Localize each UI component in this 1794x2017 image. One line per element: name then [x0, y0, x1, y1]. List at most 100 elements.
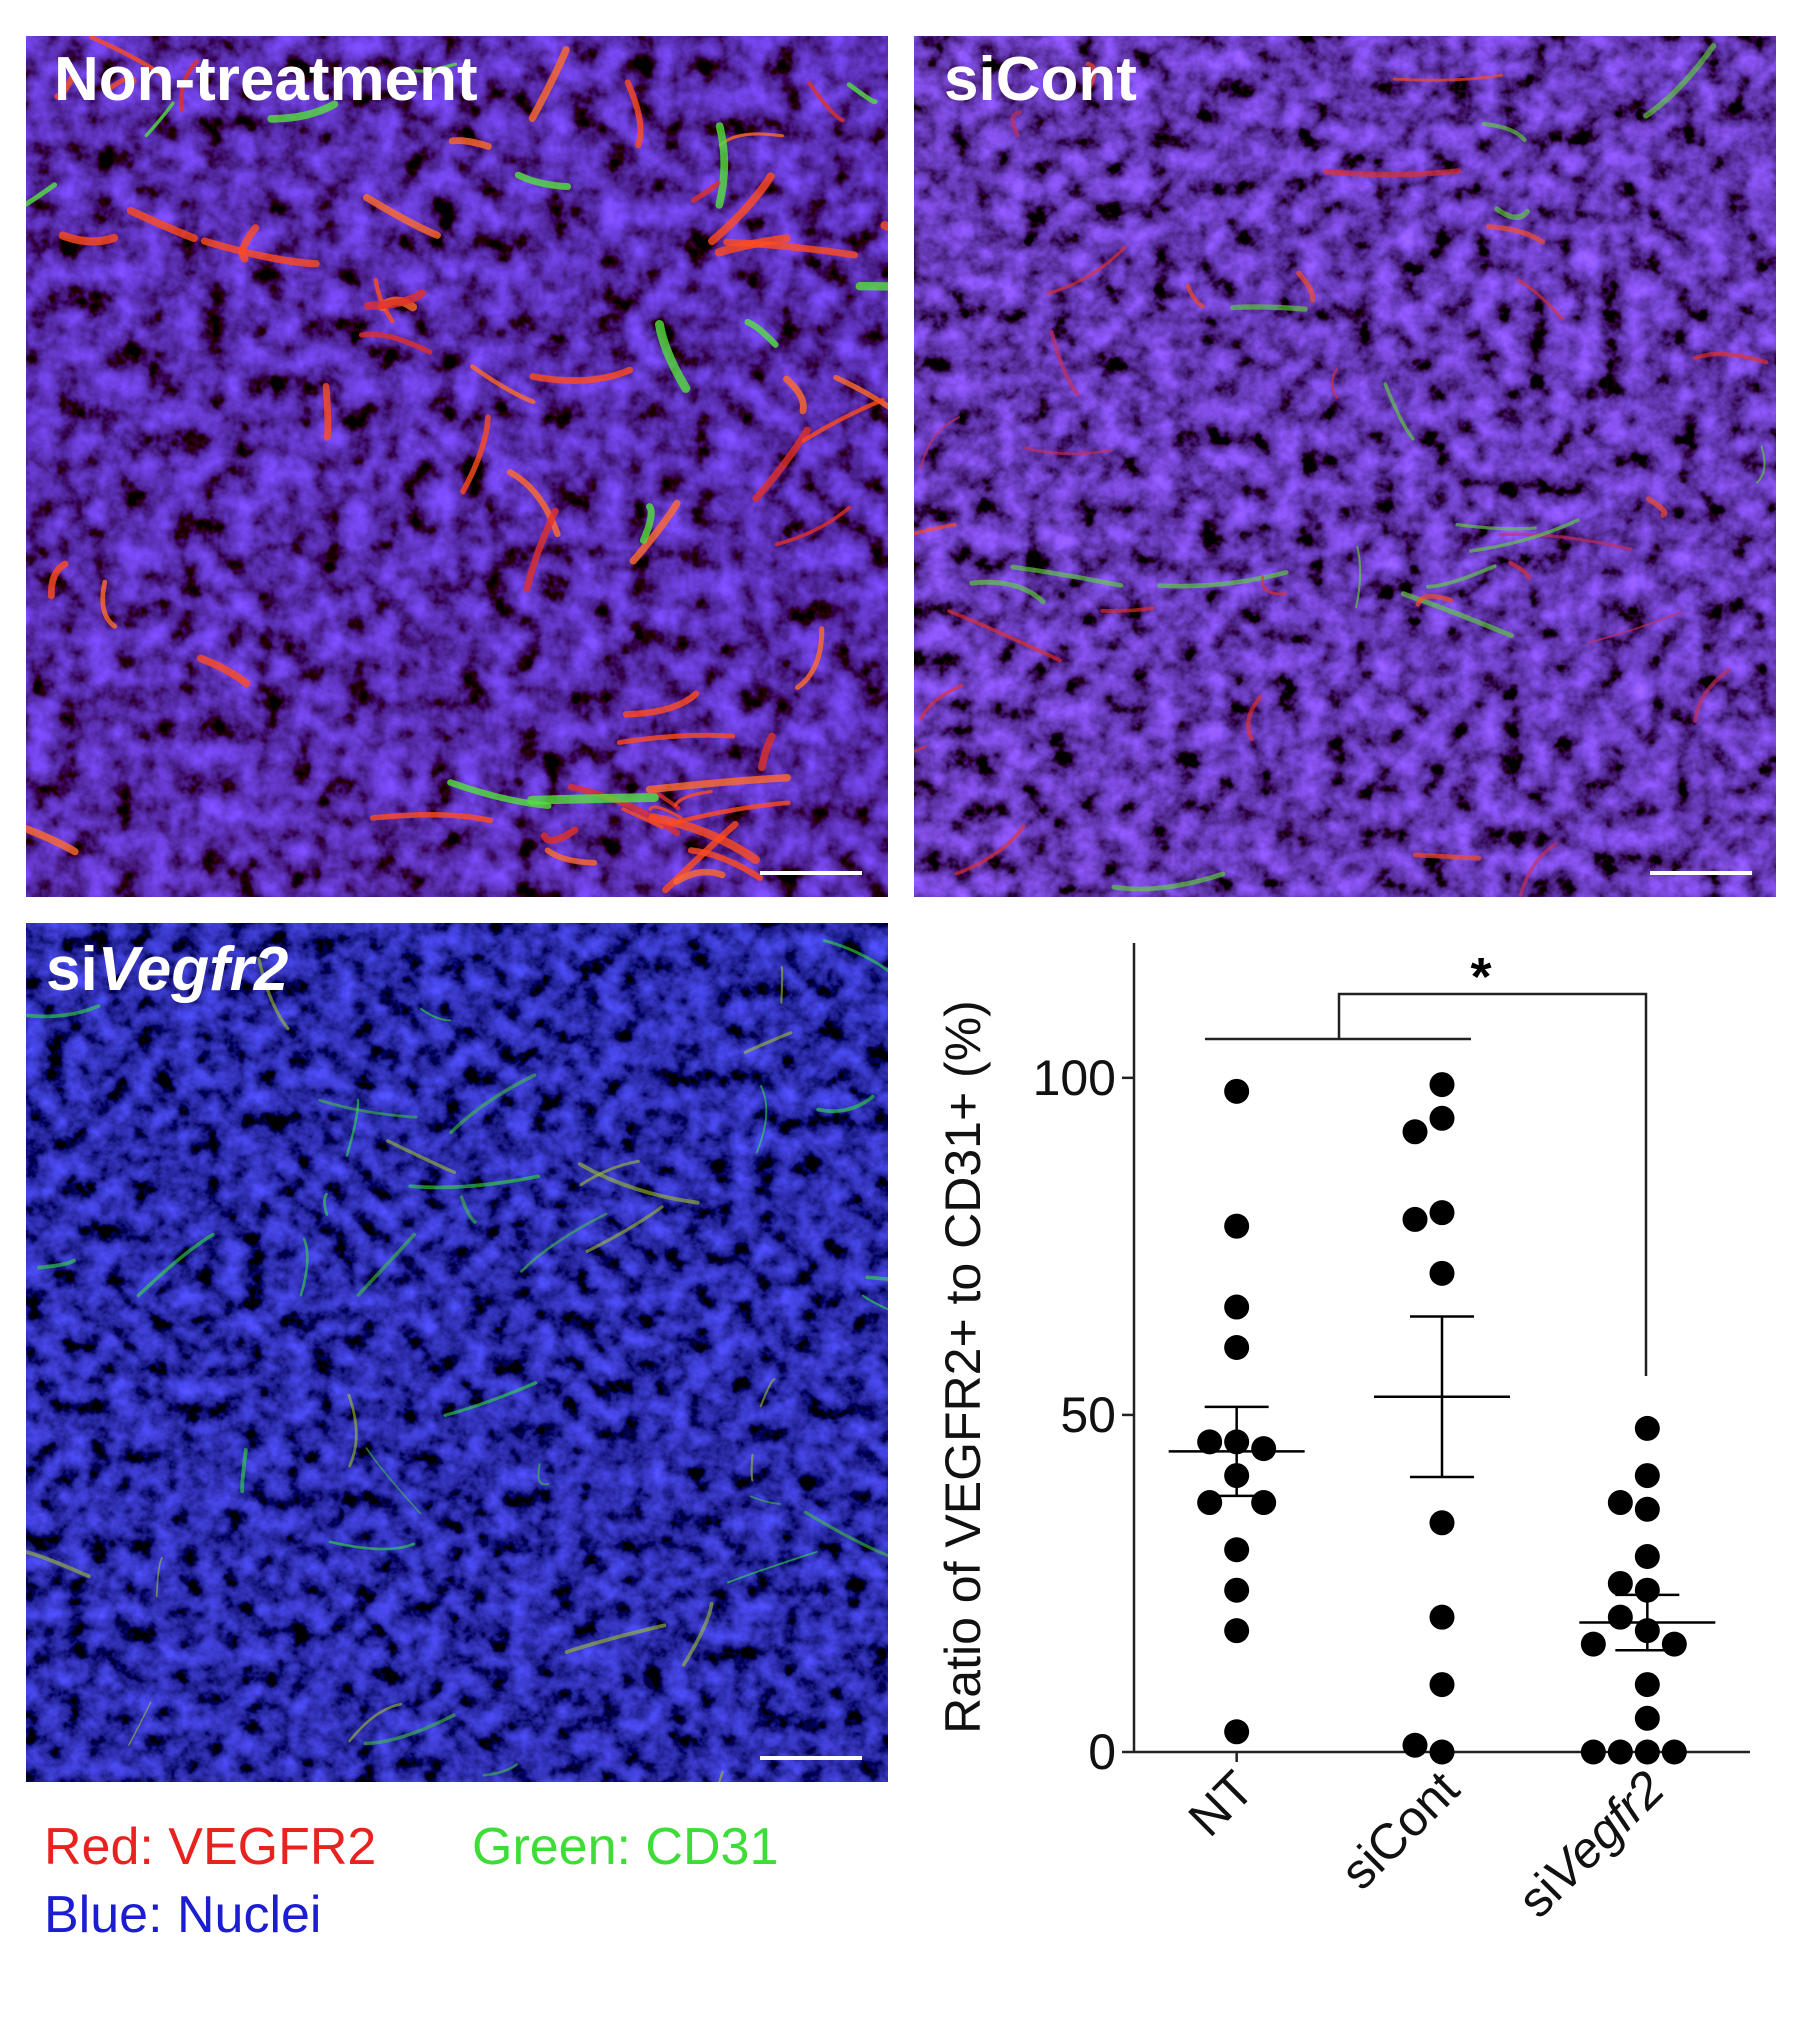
- vessel: [37, 1258, 76, 1270]
- data-point: [1251, 1490, 1277, 1516]
- vessel: [783, 375, 807, 415]
- vessel: [804, 1510, 888, 1558]
- vessel: [621, 807, 664, 830]
- data-point: [1607, 1739, 1633, 1765]
- vessel: [969, 579, 1046, 605]
- vessel: [1498, 532, 1633, 552]
- vessel: [1010, 564, 1124, 588]
- data-point: [1634, 1463, 1660, 1489]
- vessel: [520, 1212, 608, 1273]
- data-point: [1634, 1577, 1660, 1603]
- data-point: [1429, 1200, 1455, 1226]
- data-point: [1634, 1739, 1660, 1765]
- dot-plot: * Ratio of VEGFR2+ to CD31+ (%) 0 50 100 NT…: [935, 943, 1750, 1928]
- vessel: [240, 1448, 248, 1494]
- vessel: [529, 366, 634, 384]
- data-point: [1224, 1618, 1250, 1644]
- vessel: [846, 82, 878, 105]
- vessel: [448, 137, 492, 150]
- vessel: [365, 1447, 422, 1515]
- data-point: [1224, 1719, 1250, 1745]
- vessel: [855, 281, 888, 291]
- vessel: [1412, 852, 1482, 861]
- data-point: [1224, 1213, 1250, 1239]
- vessel: [1023, 446, 1113, 456]
- vessel: [616, 732, 736, 745]
- vessel: [727, 1550, 818, 1584]
- vessel: [1643, 42, 1717, 119]
- vessel: [449, 1073, 537, 1135]
- vessel: [780, 966, 784, 1004]
- vessel: [1455, 522, 1537, 531]
- vessel: [419, 1007, 452, 1022]
- vessel: [460, 414, 491, 495]
- vessel: [1100, 606, 1155, 613]
- legend-green: Green: CD31: [472, 1818, 778, 1876]
- data-point: [1607, 1604, 1633, 1630]
- vessel: [363, 1713, 456, 1746]
- vessel: [743, 1031, 793, 1054]
- panel-label: siCont: [944, 45, 1137, 114]
- vessel: [794, 626, 825, 691]
- significance-bracket: [1205, 992, 1648, 1376]
- vessel: [1469, 518, 1580, 553]
- vessel: [624, 79, 644, 149]
- data-point: [1251, 1436, 1277, 1462]
- vessel: [919, 416, 961, 470]
- vessel: [318, 1098, 418, 1119]
- panel-label: Non-treatment: [54, 45, 478, 114]
- vessel: [363, 289, 426, 311]
- data-point: [1429, 1672, 1455, 1698]
- panel-label: siVegfr2: [46, 935, 288, 1004]
- vessel: [639, 503, 655, 544]
- vessel: [328, 1540, 416, 1551]
- vessel: [26, 1550, 91, 1579]
- data-point: [1429, 1072, 1455, 1098]
- vessel: [323, 1192, 329, 1216]
- vessel: [723, 238, 858, 259]
- vessel: [1157, 570, 1289, 589]
- vessel: [370, 811, 494, 824]
- vessel: [861, 1294, 888, 1311]
- legend-red: Red: VEGFR2: [44, 1818, 376, 1876]
- vessel: [749, 1495, 781, 1505]
- data-point: [1580, 1739, 1606, 1765]
- micrograph: [26, 923, 888, 1782]
- vessel: [681, 1601, 714, 1667]
- y-axis-title: Ratio of VEGFR2+ to CD31+ (%): [935, 1000, 991, 1734]
- vessel: [1229, 304, 1308, 312]
- data-point: [1197, 1490, 1223, 1516]
- vessel: [1425, 564, 1497, 589]
- vessel: [1400, 591, 1514, 639]
- vessel: [673, 789, 713, 807]
- vessel: [514, 171, 572, 191]
- vessel: [708, 172, 775, 246]
- vessel: [750, 1453, 754, 1482]
- vessel: [564, 1623, 667, 1654]
- vessel: [238, 224, 260, 263]
- vessel: [648, 805, 683, 820]
- vessel: [715, 122, 729, 209]
- vessel: [1260, 575, 1287, 596]
- data-point: [1634, 1543, 1660, 1569]
- data-point: [1429, 1105, 1455, 1131]
- vessel: [1516, 278, 1564, 321]
- vessel: [954, 824, 1026, 876]
- vessel: [257, 957, 290, 1031]
- data-point: [1197, 1429, 1223, 1455]
- data-point: [1224, 1294, 1250, 1320]
- data-point: [1607, 1570, 1633, 1596]
- data-point: [1402, 1206, 1428, 1232]
- vessel: [629, 499, 681, 565]
- vessel: [26, 1004, 101, 1019]
- vessel: [816, 1094, 875, 1114]
- vessel: [47, 560, 69, 600]
- data-point: [1224, 1537, 1250, 1563]
- data-point: [1429, 1510, 1455, 1536]
- vessel: [622, 690, 700, 718]
- vessel: [1693, 351, 1769, 365]
- vessel: [914, 522, 957, 536]
- vessel: [1485, 224, 1546, 245]
- vessel: [413, 62, 458, 73]
